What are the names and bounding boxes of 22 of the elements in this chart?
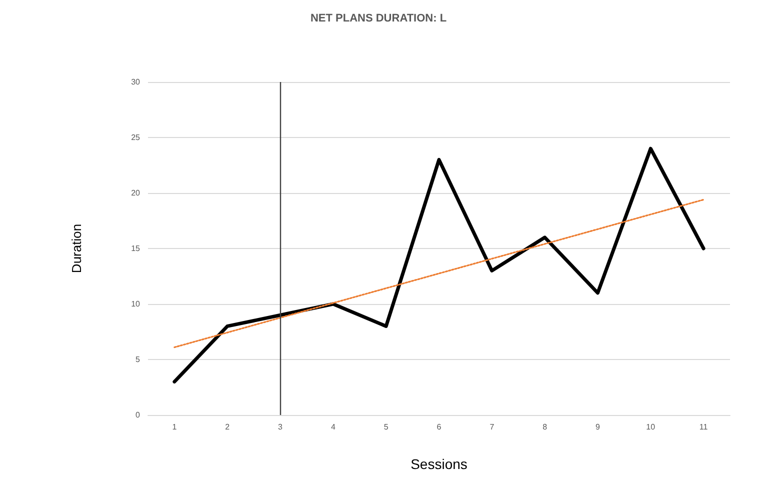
y-tick-label: 25 bbox=[131, 133, 141, 142]
y-tick-label: 0 bbox=[136, 410, 141, 420]
y-tick-label: 10 bbox=[131, 300, 141, 308]
y-tick-label: 15 bbox=[131, 244, 141, 253]
x-tick-label: 3 bbox=[278, 422, 284, 432]
x-tick-label: 7 bbox=[490, 422, 495, 432]
y-tick-label: 5 bbox=[136, 355, 141, 364]
y-tick-label: 20 bbox=[131, 188, 141, 198]
x-tick-label: 11 bbox=[699, 422, 708, 432]
y-tick-label: 30 bbox=[131, 78, 141, 86]
x-tick-label: 5 bbox=[384, 422, 389, 432]
x-tick-label: 10 bbox=[646, 422, 656, 432]
x-tick-label: 8 bbox=[542, 422, 548, 432]
x-tick-label: 2 bbox=[225, 422, 230, 432]
x-tick-label: 1 bbox=[172, 422, 178, 432]
x-axis-title: Sessions bbox=[410, 456, 468, 472]
line-series bbox=[172, 146, 706, 384]
x-tick-label: 4 bbox=[330, 422, 336, 432]
x-tick-label: 9 bbox=[596, 422, 600, 432]
chart-title: NET PLANS DURATION: L bbox=[310, 12, 447, 24]
x-tick-label: 6 bbox=[436, 422, 442, 432]
y-axis-title: Duration bbox=[69, 224, 84, 274]
